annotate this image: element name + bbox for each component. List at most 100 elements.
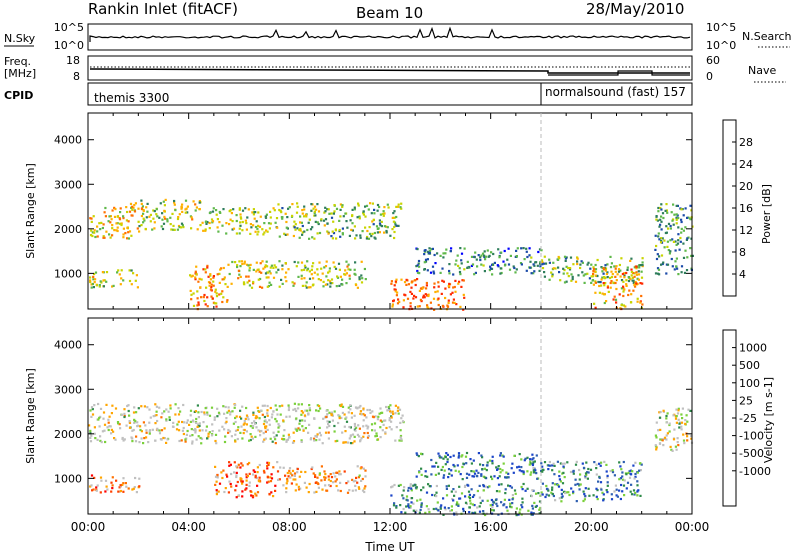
- range-gate-cell: [663, 436, 667, 439]
- range-gate-cell: [276, 461, 279, 464]
- range-gate-cell: [254, 476, 257, 479]
- range-gate-cell: [311, 466, 314, 469]
- range-gate-cell: [392, 412, 395, 416]
- range-gate-cell: [116, 229, 119, 233]
- range-gate-cell: [514, 271, 517, 274]
- range-gate-cell: [619, 477, 622, 480]
- range-gate-cell: [242, 281, 246, 284]
- range-gate-cell: [361, 277, 364, 280]
- range-gate-cell: [385, 405, 388, 409]
- range-gate-cell: [506, 258, 509, 261]
- range-gate-cell: [140, 208, 144, 211]
- range-gate-cell: [323, 211, 326, 214]
- range-gate-cell: [255, 261, 258, 264]
- range-gate-cell: [243, 283, 246, 286]
- range-gate-cell: [657, 232, 660, 235]
- range-gate-cell: [410, 280, 414, 283]
- range-gate-cell: [214, 433, 218, 436]
- range-gate-cell: [623, 274, 626, 277]
- range-gate-cell: [312, 472, 315, 475]
- range-gate-cell: [266, 467, 269, 470]
- range-gate-cell: [279, 413, 282, 416]
- range-gate-cell: [303, 264, 307, 267]
- range-gate-cell: [454, 279, 457, 282]
- range-gate-cell: [460, 455, 463, 458]
- range-gate-cell: [266, 265, 269, 268]
- range-gate-cell: [480, 254, 483, 257]
- range-gate-cell: [410, 292, 413, 295]
- range-gate-cell: [291, 469, 295, 472]
- range-gate-cell: [128, 210, 132, 213]
- range-gate-cell: [472, 459, 475, 462]
- range-gate-cell: [460, 492, 464, 495]
- range-gate-cell: [297, 403, 300, 406]
- range-gate-cell: [625, 279, 628, 282]
- range-gate-cell: [381, 429, 384, 432]
- range-gate-cell: [110, 428, 113, 431]
- range-gate-cell: [219, 268, 222, 271]
- range-gate-cell: [620, 483, 623, 487]
- range-gate-cell: [514, 492, 517, 495]
- range-gate-cell: [333, 265, 336, 268]
- x-tick-label: 16:00: [473, 520, 508, 534]
- range-gate-cell: [356, 465, 359, 468]
- range-gate-cell: [440, 504, 443, 507]
- range-gate-cell: [637, 273, 641, 276]
- range-gate-cell: [683, 442, 686, 445]
- range-gate-cell: [630, 483, 633, 486]
- range-gate-cell: [239, 221, 242, 224]
- range-gate-cell: [266, 409, 269, 412]
- range-gate-cell: [459, 305, 462, 308]
- range-gate-cell: [438, 454, 441, 457]
- range-gate-cell: [406, 297, 410, 300]
- range-gate-cell: [622, 294, 625, 298]
- range-gate-cell: [538, 500, 542, 503]
- range-gate-cell: [329, 280, 332, 283]
- range-gate-cell: [462, 293, 465, 296]
- range-gate-cell: [402, 489, 405, 492]
- range-gate-cell: [391, 410, 394, 413]
- range-gate-cell: [131, 488, 134, 491]
- range-gate-cell: [239, 466, 242, 469]
- range-gate-cell: [285, 439, 288, 442]
- range-gate-cell: [223, 490, 226, 494]
- range-gate-cell: [313, 437, 316, 440]
- range-gate-cell: [691, 254, 694, 257]
- x-tick-label: 20:00: [574, 520, 609, 534]
- range-gate-cell: [442, 280, 445, 283]
- range-gate-cell: [561, 462, 564, 465]
- range-gate-cell: [501, 469, 504, 472]
- range-gate-cell: [479, 501, 482, 505]
- range-gate-cell: [227, 409, 230, 412]
- range-gate-cell: [337, 489, 340, 492]
- range-gate-cell: [385, 225, 388, 228]
- range-gate-cell: [305, 215, 308, 218]
- freq-label: Freq.: [4, 55, 31, 68]
- range-gate-cell: [629, 490, 632, 493]
- range-gate-cell: [666, 432, 669, 435]
- range-gate-cell: [491, 273, 494, 276]
- range-gate-cell: [343, 273, 346, 276]
- range-gate-cell: [236, 265, 239, 269]
- range-gate-cell: [538, 508, 541, 511]
- range-gate-cell: [255, 415, 258, 418]
- range-gate-cell: [247, 275, 250, 278]
- range-gate-cell: [437, 285, 440, 288]
- range-gate-cell: [136, 421, 139, 424]
- range-gate-cell: [343, 425, 346, 428]
- range-gate-cell: [259, 262, 262, 265]
- range-gate-cell: [492, 252, 495, 256]
- range-gate-cell: [258, 476, 261, 479]
- range-gate-cell: [474, 251, 477, 254]
- range-gate-cell: [633, 493, 636, 496]
- range-gate-cell: [456, 501, 459, 504]
- range-gate-cell: [210, 283, 213, 286]
- range-gate-cell: [268, 492, 271, 496]
- range-gate-cell: [484, 513, 487, 517]
- range-gate-cell: [481, 456, 484, 459]
- range-gate-cell: [490, 498, 493, 502]
- range-gate-cell: [656, 267, 660, 270]
- range-gate-cell: [574, 463, 578, 466]
- range-gate-cell: [496, 264, 499, 267]
- range-gate-cell: [226, 285, 229, 288]
